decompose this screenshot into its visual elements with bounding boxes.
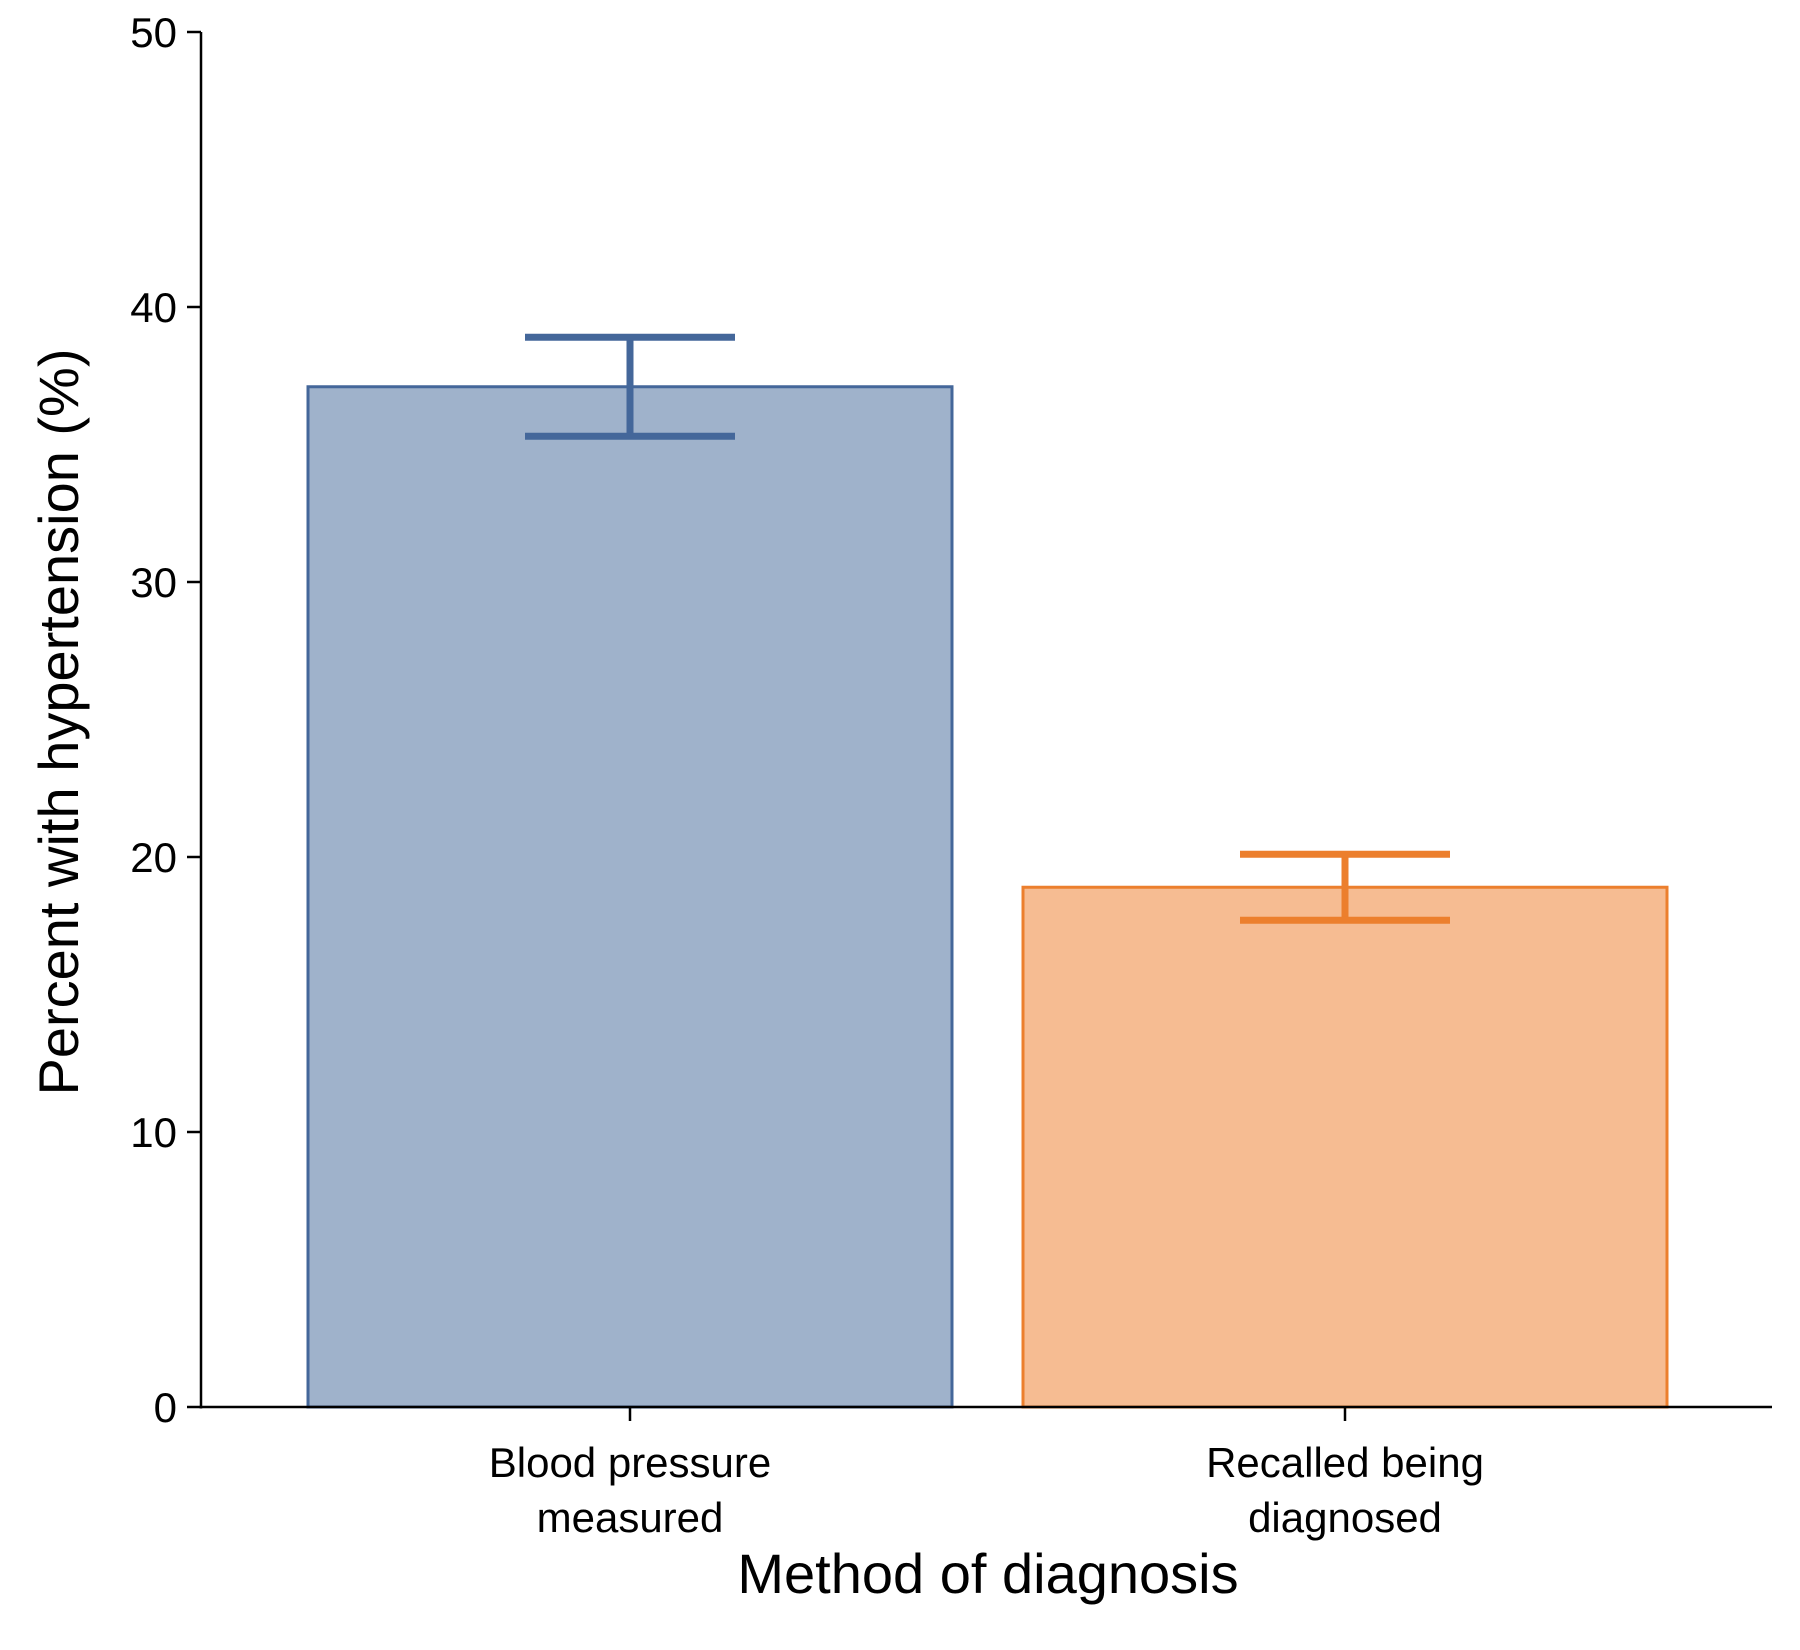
y-tick-label-20: 20 xyxy=(130,834,177,881)
x-category-label-1-line-1: Blood pressure xyxy=(489,1439,772,1486)
x-category-label-2-line-1: Recalled being xyxy=(1206,1439,1484,1486)
x-category-label-2-line-2: diagnosed xyxy=(1248,1494,1442,1541)
y-tick-label-50: 50 xyxy=(130,9,177,56)
bar-2 xyxy=(1021,885,1669,1409)
y-tick-label-40: 40 xyxy=(130,284,177,331)
labels-layer: 0 10 20 30 40 50 Blood pressure measured Recalle… xyxy=(130,9,1484,1541)
bar-1 xyxy=(306,385,954,1409)
y-tick-label-0: 0 xyxy=(154,1384,177,1431)
error-bars-layer xyxy=(525,333,1450,924)
y-axis-title: Percent with hypertension (%) xyxy=(27,348,90,1095)
x-category-label-1-line-2: measured xyxy=(537,1494,724,1541)
bars-layer xyxy=(306,385,1669,1409)
axes-layer xyxy=(187,30,1772,1421)
y-tick-label-10: 10 xyxy=(130,1109,177,1156)
x-axis-title: Method of diagnosis xyxy=(737,1542,1238,1605)
y-tick-label-30: 30 xyxy=(130,559,177,606)
